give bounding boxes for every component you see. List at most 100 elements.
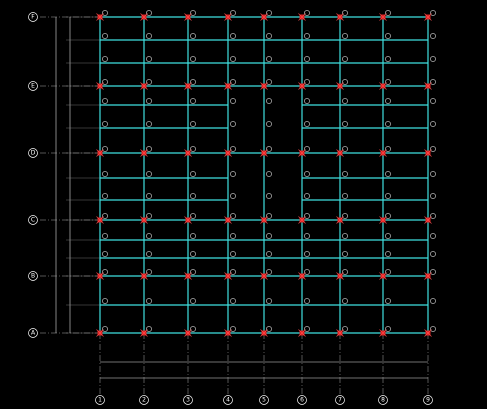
callout: [266, 233, 272, 239]
column-cross: [379, 216, 387, 224]
callout: [102, 213, 108, 219]
column-cross: [96, 149, 104, 157]
column-cross: [224, 272, 232, 280]
callout: [146, 79, 152, 85]
callout: [190, 146, 196, 152]
callout: [304, 193, 310, 199]
callout: [342, 326, 348, 332]
callout: [230, 10, 236, 16]
callout: [385, 326, 391, 332]
callout: [430, 269, 436, 275]
column-bubble: [223, 395, 233, 405]
callout: [430, 33, 436, 39]
column-bubble: [378, 395, 388, 405]
row-label: F: [31, 14, 35, 21]
column-cross: [96, 272, 104, 280]
row-label: D: [31, 150, 36, 157]
column-cross: [224, 216, 232, 224]
callout: [266, 33, 272, 39]
column-cross: [379, 272, 387, 280]
callout: [146, 251, 152, 257]
column-cross: [96, 82, 104, 90]
callout: [102, 298, 108, 304]
callout: [266, 79, 272, 85]
callout: [304, 233, 310, 239]
callout: [304, 121, 310, 127]
callout: [190, 56, 196, 62]
column-label: 7: [338, 397, 342, 404]
callout: [266, 56, 272, 62]
column-label: 3: [186, 397, 190, 404]
callout: [266, 251, 272, 257]
column-cross: [184, 329, 192, 337]
callout: [304, 326, 310, 332]
callout: [146, 56, 152, 62]
callout: [102, 193, 108, 199]
callout: [230, 213, 236, 219]
column-cross: [379, 329, 387, 337]
column-cross: [260, 216, 268, 224]
callout: [190, 326, 196, 332]
column-cross: [424, 272, 432, 280]
column-cross: [140, 149, 148, 157]
row-bubble: [28, 215, 38, 225]
callout: [102, 121, 108, 127]
column-cross: [224, 329, 232, 337]
column-cross: [379, 149, 387, 157]
callout: [102, 56, 108, 62]
row-bubble: [28, 328, 38, 338]
callout: [230, 79, 236, 85]
callout: [304, 10, 310, 16]
column-bubble: [95, 395, 105, 405]
column-cross: [298, 149, 306, 157]
column-label: 8: [381, 397, 385, 404]
row-label: C: [31, 217, 35, 224]
callout: [304, 98, 310, 104]
row-bubble: [28, 271, 38, 281]
callout: [385, 269, 391, 275]
callout: [230, 193, 236, 199]
callout: [342, 121, 348, 127]
callout: [304, 251, 310, 257]
column-label: 2: [142, 397, 146, 404]
callout: [230, 121, 236, 127]
row-label: B: [31, 273, 35, 280]
callout: [102, 171, 108, 177]
column-cross: [96, 329, 104, 337]
column-label: 9: [426, 397, 430, 404]
callout: [342, 233, 348, 239]
column-cross: [424, 216, 432, 224]
column-cross: [336, 82, 344, 90]
row-bubble: [28, 81, 38, 91]
column-cross: [140, 272, 148, 280]
callout: [146, 171, 152, 177]
column-cross: [424, 149, 432, 157]
callout: [342, 10, 348, 16]
callout: [385, 98, 391, 104]
column-cross: [260, 329, 268, 337]
callout: [304, 146, 310, 152]
callout: [190, 79, 196, 85]
callout: [430, 326, 436, 332]
callout: [385, 171, 391, 177]
callout: [230, 56, 236, 62]
column-cross: [336, 13, 344, 21]
column-cross: [298, 82, 306, 90]
callout: [304, 213, 310, 219]
callout: [146, 33, 152, 39]
callout: [342, 213, 348, 219]
callout: [146, 233, 152, 239]
drawing: F E D C B A 1 2 3 4 5 6 7 8 9: [28, 10, 436, 405]
column-cross: [336, 272, 344, 280]
callout: [190, 298, 196, 304]
column-label: 4: [226, 397, 230, 404]
callout: [342, 251, 348, 257]
column-cross: [260, 272, 268, 280]
callout: [266, 213, 272, 219]
callout: [385, 193, 391, 199]
column-cross: [336, 329, 344, 337]
callout: [190, 33, 196, 39]
column-cross: [298, 216, 306, 224]
callout: [430, 233, 436, 239]
column-cross: [140, 82, 148, 90]
